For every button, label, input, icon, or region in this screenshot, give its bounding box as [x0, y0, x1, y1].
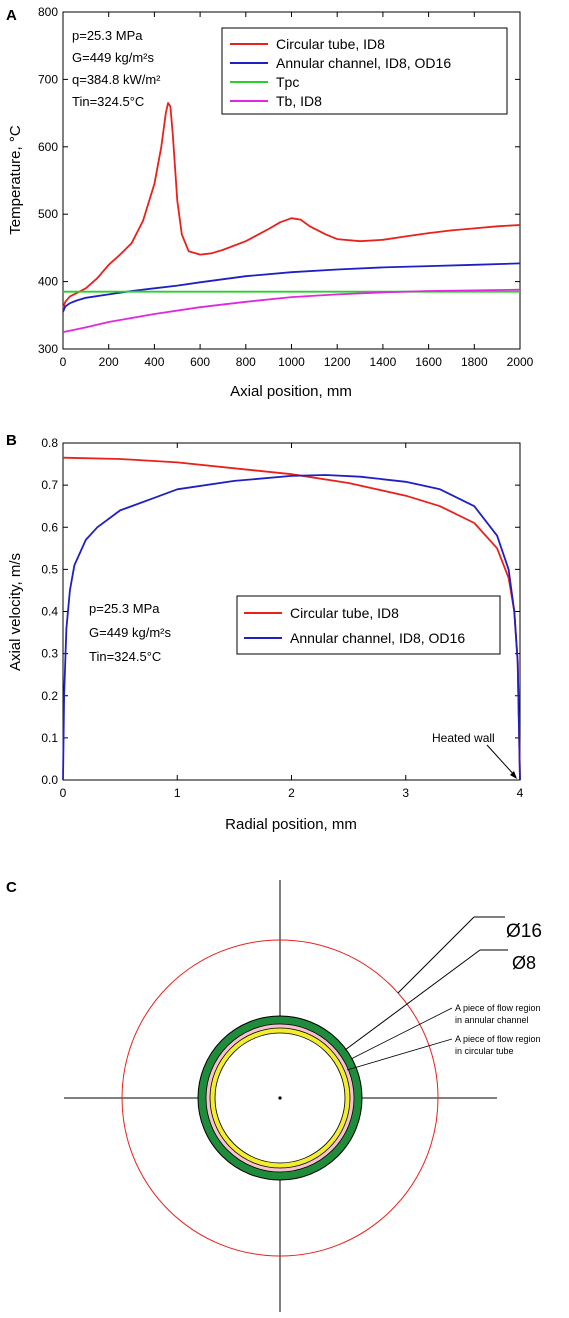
legend-label-1: Circular tube, ID8 [276, 36, 385, 52]
panel-b-letter: B [6, 432, 17, 449]
panel-a-cond-pressure: p=25.3 MPa [72, 28, 143, 43]
heated-wall-arrowhead [510, 771, 517, 779]
panel-b-cond-pressure: p=25.3 MPa [89, 601, 160, 616]
x-tick-label: 2 [288, 786, 295, 800]
panel-c: C Ø16 Ø8 A piece of flow region in annul… [6, 879, 542, 1312]
panel-b: B 0 1 2 3 4 0.0 0.1 0.2 0.3 0.4 0.5 0.6 0.7 0.8 Radia… [6, 432, 524, 833]
panel-a-cond-heatflux: q=384.8 kW/m² [72, 72, 161, 87]
tube-note-line1: A piece of flow region [455, 1034, 541, 1044]
x-tick-label: 1600 [415, 355, 442, 369]
id8-leader [344, 949, 481, 1051]
series-line-4 [62, 288, 521, 333]
y-tick-label: 500 [38, 207, 58, 221]
panel-a-legend-items: Circular tube, ID8 Annular channel, ID8, … [230, 36, 451, 109]
y-tick-label: 0.2 [41, 689, 58, 703]
x-tick-label: 2000 [507, 355, 534, 369]
panel-a-series [62, 102, 521, 333]
panel-a-legend [221, 27, 508, 115]
x-tick-label: 600 [190, 355, 210, 369]
panel-b-legend [236, 595, 501, 655]
panel-b-xlabel: Radial position, mm [225, 816, 357, 833]
panel-a-ticks: 0 200 400 600 800 1000 1200 1400 1600 1800 2000 300… [38, 5, 534, 369]
panel-c-letter: C [6, 879, 17, 896]
legend-label-4: Tb, ID8 [276, 93, 322, 109]
od16-label: Ø16 [506, 921, 542, 942]
panel-b-cond-massflux: G=449 kg/m²s [89, 625, 172, 640]
x-tick-label: 1000 [278, 355, 305, 369]
x-tick-label: 1400 [370, 355, 397, 369]
y-tick-label: 300 [38, 342, 58, 356]
series-line-2 [62, 474, 521, 781]
id8-label: Ø8 [512, 953, 536, 973]
panel-b-ylabel: Axial velocity, m/s [7, 553, 24, 671]
y-tick-label: 0.5 [41, 562, 58, 576]
y-tick-label: 0.6 [41, 520, 58, 534]
y-tick-label: 0.0 [41, 773, 58, 787]
legend-label-2: Annular channel, ID8, OD16 [276, 55, 451, 71]
annular-note-line1: A piece of flow region [455, 1003, 541, 1013]
panel-b-cond-inlet: Tin=324.5°C [89, 649, 161, 664]
outer-circle-od16 [121, 939, 439, 1257]
y-tick-label: 0.7 [41, 478, 58, 492]
tube-piece-leader [346, 1038, 453, 1071]
series-line-1 [62, 102, 521, 309]
panel-a: A 0 200 400 600 800 1000 1200 1400 1600 1800 2000 3… [6, 5, 534, 400]
x-tick-label: 1200 [324, 355, 351, 369]
y-tick-label: 0.8 [41, 436, 58, 450]
heated-wall-arrow [486, 744, 517, 778]
legend-label-1: Circular tube, ID8 [290, 605, 399, 621]
y-tick-label: 0.4 [41, 605, 58, 619]
y-tick-label: 0.3 [41, 647, 58, 661]
heated-wall-annotation: Heated wall [432, 731, 495, 745]
y-tick-label: 700 [38, 72, 58, 86]
panel-b-legend-items: Circular tube, ID8 Annular channel, ID8, … [244, 605, 465, 646]
panel-a-cond-massflux: G=449 kg/m²s [72, 50, 155, 65]
panel-b-series [62, 456, 521, 781]
x-tick-label: 4 [517, 786, 524, 800]
x-tick-label: 200 [99, 355, 119, 369]
y-tick-label: 0.1 [41, 731, 58, 745]
series-line-2 [62, 262, 521, 313]
panel-a-xlabel: Axial position, mm [230, 383, 352, 400]
annular-piece-leader [350, 1007, 453, 1060]
panel-a-letter: A [6, 7, 17, 24]
y-tick-label: 800 [38, 5, 58, 19]
panel-a-cond-inlet: Tin=324.5°C [72, 94, 144, 109]
x-tick-label: 0 [60, 355, 67, 369]
legend-label-3: Tpc [276, 74, 299, 90]
x-tick-label: 3 [402, 786, 409, 800]
panel-a-ylabel: Temperature, °C [7, 125, 24, 235]
od16-leader [397, 916, 475, 994]
tube-note-line2: in circular tube [455, 1046, 514, 1056]
x-tick-label: 1800 [461, 355, 488, 369]
x-tick-label: 800 [236, 355, 256, 369]
x-tick-label: 1 [174, 786, 181, 800]
x-tick-label: 0 [60, 786, 67, 800]
y-tick-label: 400 [38, 275, 58, 289]
x-tick-label: 400 [144, 355, 164, 369]
legend-label-2: Annular channel, ID8, OD16 [290, 630, 465, 646]
panel-b-ticks: 0 1 2 3 4 0.0 0.1 0.2 0.3 0.4 0.5 0.6 0.7 0.8 [41, 436, 523, 800]
center-point [278, 1096, 282, 1100]
annular-note-line2: in annular channel [455, 1015, 529, 1025]
y-tick-label: 600 [38, 140, 58, 154]
